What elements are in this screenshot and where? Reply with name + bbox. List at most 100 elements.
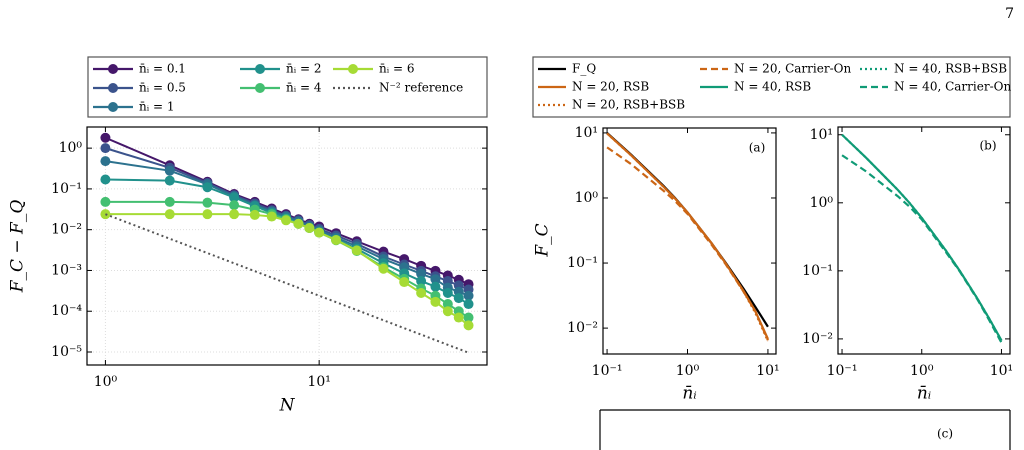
legend-label: N = 20, RSB+BSB (572, 98, 685, 112)
legend-label: N = 20, Carrier-On (734, 62, 851, 76)
y-tick-label: 10⁻² (802, 331, 833, 347)
point (378, 263, 389, 274)
point (100, 132, 111, 143)
point (293, 218, 304, 229)
y-tick-label: 10⁻⁵ (51, 344, 82, 360)
point (416, 276, 427, 287)
series-line (841, 133, 1003, 341)
x-axis-label: n̄ᵢ (682, 384, 696, 404)
point (442, 306, 453, 317)
y-tick-label: 10⁻⁴ (51, 303, 82, 319)
x-tick-label: 10¹ (756, 363, 779, 379)
point (281, 215, 292, 226)
legend-label: N = 40, Carrier-On (894, 80, 1011, 94)
series-line (606, 146, 769, 341)
point (202, 209, 213, 220)
point (202, 182, 213, 193)
y-tick-label: 10⁻² (567, 320, 598, 336)
point (442, 287, 453, 298)
point (164, 175, 175, 186)
legend-label: N = 40, RSB+BSB (894, 62, 1007, 76)
x-tick-label: 10⁰ (910, 363, 934, 379)
legend-label: n̄ᵢ = 6 (379, 62, 414, 76)
y-axis-label: F_C − F_Q (8, 200, 28, 294)
y-tick-label: 10⁰ (575, 190, 599, 206)
point (463, 290, 474, 301)
y-tick-label: 10⁰ (810, 195, 834, 211)
y-tick-label: 10⁻¹ (51, 181, 82, 197)
point (100, 196, 111, 207)
point (100, 156, 111, 167)
legend-label: n̄ᵢ = 4 (286, 81, 322, 95)
point (202, 197, 213, 208)
legend-label: n̄ᵢ = 1 (139, 100, 174, 114)
legend-marker (108, 83, 118, 93)
point (164, 196, 175, 207)
legend-marker (255, 83, 265, 93)
x-tick-label: 10⁰ (94, 374, 118, 390)
x-axis-label: n̄ᵢ (917, 384, 931, 404)
point (430, 296, 441, 307)
point (229, 192, 240, 203)
legend-marker (108, 64, 118, 74)
series-line (606, 132, 769, 340)
panel-label: (a) (749, 141, 766, 155)
legend-label: F_Q (572, 62, 596, 76)
page-number: 7 (1005, 6, 1014, 22)
y-tick-label: 10¹ (810, 127, 833, 143)
point (453, 312, 464, 323)
point (229, 209, 240, 220)
x-tick-label: 10⁻¹ (827, 363, 858, 379)
legend-label: N⁻² reference (379, 81, 463, 95)
point (416, 287, 427, 298)
legend-box (87, 56, 488, 118)
point (100, 174, 111, 185)
point (463, 312, 474, 323)
point (351, 245, 362, 256)
legend-marker (348, 64, 358, 74)
series-line (841, 154, 1003, 344)
point (453, 293, 464, 304)
axis-frame (86, 126, 488, 366)
x-axis-label: N (279, 396, 296, 416)
point (331, 234, 342, 245)
y-axis-label: F_C (533, 223, 553, 257)
axis-frame (602, 127, 777, 355)
point (304, 222, 315, 233)
axis-frame (837, 126, 1011, 355)
legend-label: N = 40, RSB (734, 80, 811, 94)
x-tick-label: 10⁻¹ (592, 363, 623, 379)
point (463, 320, 474, 331)
y-tick-label: 10⁻¹ (802, 263, 833, 279)
panel-label: (c) (937, 427, 953, 441)
point (442, 299, 453, 310)
point (463, 299, 474, 310)
point (430, 274, 441, 285)
panel-label: (b) (979, 139, 996, 153)
point (164, 209, 175, 220)
legend-label: n̄ᵢ = 0.5 (139, 81, 186, 95)
y-tick-label: 10¹ (575, 125, 598, 141)
legend-label: N = 20, RSB (572, 80, 649, 94)
legend-marker (255, 64, 265, 74)
x-tick-label: 10¹ (990, 363, 1013, 379)
y-tick-label: 10⁻³ (51, 262, 82, 278)
point (314, 227, 325, 238)
series-line (105, 213, 470, 327)
series-line (606, 132, 769, 342)
legend-box (532, 56, 1011, 118)
x-tick-label: 10¹ (307, 374, 330, 390)
y-tick-label: 10⁻¹ (567, 255, 598, 271)
y-tick-label: 10⁻² (51, 222, 82, 238)
point (430, 281, 441, 292)
point (249, 209, 260, 220)
legend-label: n̄ᵢ = 0.1 (139, 62, 186, 76)
point (399, 277, 410, 288)
y-tick-label: 10⁰ (59, 140, 83, 156)
legend-marker (108, 102, 118, 112)
point (100, 143, 111, 154)
point (266, 211, 277, 222)
legend-label: n̄ᵢ = 2 (286, 62, 321, 76)
series-line (841, 133, 1003, 342)
